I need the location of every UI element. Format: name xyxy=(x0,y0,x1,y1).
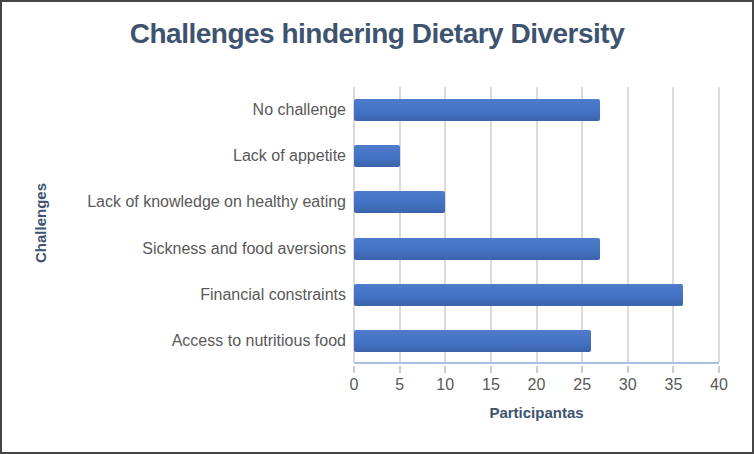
bar xyxy=(354,191,445,213)
x-axis-tick-label: 35 xyxy=(664,376,682,394)
gridline xyxy=(536,87,538,362)
x-axis-tick-mark xyxy=(353,366,355,373)
bar xyxy=(354,238,600,260)
x-axis-tick-mark xyxy=(536,366,538,373)
x-axis-tick-label: 5 xyxy=(395,376,404,394)
x-axis-tick-mark xyxy=(627,366,629,373)
x-axis-tick-mark xyxy=(399,366,401,373)
bar xyxy=(354,145,400,167)
x-axis-tick-mark xyxy=(490,366,492,373)
x-axis-tick-label: 10 xyxy=(436,376,454,394)
x-axis-tick-mark xyxy=(444,366,446,373)
x-axis-tick-label: 25 xyxy=(573,376,591,394)
x-axis-tick-mark xyxy=(718,366,720,373)
category-label: Access to nutritious food xyxy=(2,318,352,364)
category-label: Sickness and food aversions xyxy=(2,225,352,271)
y-axis-category-labels: No challengeLack of appetiteLack of know… xyxy=(2,87,352,364)
x-axis-tick-label: 0 xyxy=(350,376,359,394)
category-label: Lack of knowledge on healthy eating xyxy=(2,179,352,225)
chart-frame: Challenges hindering Dietary Diversity C… xyxy=(0,0,754,454)
x-axis-tick-label: 30 xyxy=(619,376,637,394)
gridline xyxy=(627,87,629,362)
x-axis-title: Participantas xyxy=(354,404,719,421)
chart-title: Challenges hindering Dietary Diversity xyxy=(2,18,752,50)
x-axis-tick-label: 40 xyxy=(710,376,728,394)
bar xyxy=(354,99,600,121)
bar xyxy=(354,284,683,306)
x-axis-tick-mark xyxy=(672,366,674,373)
plot-area xyxy=(354,87,719,364)
gridline xyxy=(672,87,674,362)
x-axis-tick-label: 15 xyxy=(482,376,500,394)
category-label: Financial constraints xyxy=(2,272,352,318)
bar xyxy=(354,330,591,352)
gridline xyxy=(444,87,446,362)
x-axis-tick-mark xyxy=(581,366,583,373)
gridline xyxy=(353,87,355,362)
gridline xyxy=(490,87,492,362)
x-axis-tick-label: 20 xyxy=(528,376,546,394)
category-label: No challenge xyxy=(2,87,352,133)
category-label: Lack of appetite xyxy=(2,133,352,179)
gridline xyxy=(399,87,401,362)
gridline xyxy=(581,87,583,362)
gridline xyxy=(718,87,720,362)
